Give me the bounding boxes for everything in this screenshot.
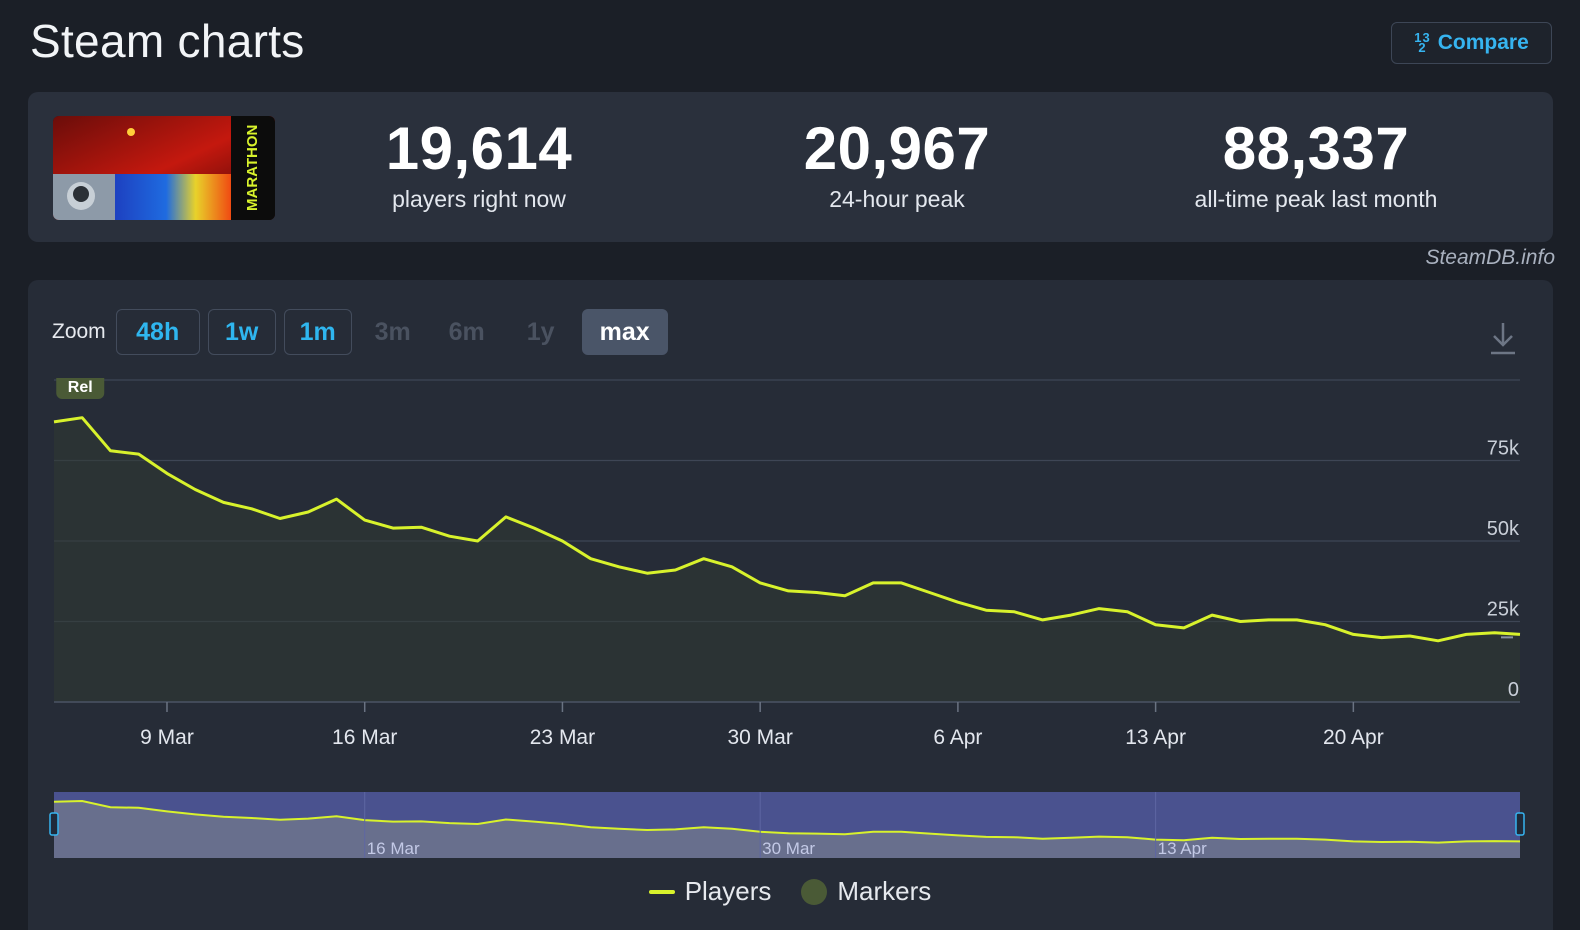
zoom-1w-button[interactable]: 1w [207,309,276,355]
zoom-label: Zoom [52,320,106,343]
legend-markers[interactable]: Markers [801,876,931,907]
zoom-1y-button[interactable]: 1y [526,317,555,346]
game-logo-text: MARATHON [244,125,261,211]
zoom-controls: Zoom 48h 1w 1m 3m 6m 1y max [52,308,676,356]
legend-markers-swatch [801,878,828,905]
legend-players-label: Players [684,876,772,906]
source-label[interactable]: SteamDB.info [1425,246,1555,269]
zoom-max-button[interactable]: max [581,309,668,355]
legend-players-swatch [648,889,675,894]
game-thumbnail[interactable]: MARATHON [53,116,275,220]
stat-24h-peak: 20,967 24-hour peak [786,114,1008,213]
current-players-label: players right now [392,186,566,212]
game-artwork: MARATHON [53,116,275,220]
legend-players[interactable]: Players [648,876,772,907]
stats-panel: MARATHON 19,614 players right now 20,967… [28,92,1553,242]
download-icon[interactable] [1488,320,1518,356]
alltime-peak-value: 88,337 [1222,115,1410,182]
current-players-value: 19,614 [385,115,573,182]
stat-alltime-peak: 88,337 all-time peak last month [1166,114,1466,213]
legend-markers-label: Markers [837,876,932,906]
zoom-3m-button[interactable]: 3m [374,317,411,346]
zoom-6m-button[interactable]: 6m [448,317,485,346]
zoom-48h-button[interactable]: 48h [115,309,200,355]
chart-panel [28,280,1553,930]
page-title: Steam charts [30,15,305,67]
24h-peak-label: 24-hour peak [829,186,965,212]
alltime-peak-label: all-time peak last month [1194,186,1438,212]
zoom-1m-button[interactable]: 1m [283,309,352,355]
compare-label: Compare [1437,31,1529,54]
24h-peak-value: 20,967 [803,115,991,182]
stat-current-players: 19,614 players right now [350,114,608,213]
chart-legend: Players Markers [0,876,1580,907]
